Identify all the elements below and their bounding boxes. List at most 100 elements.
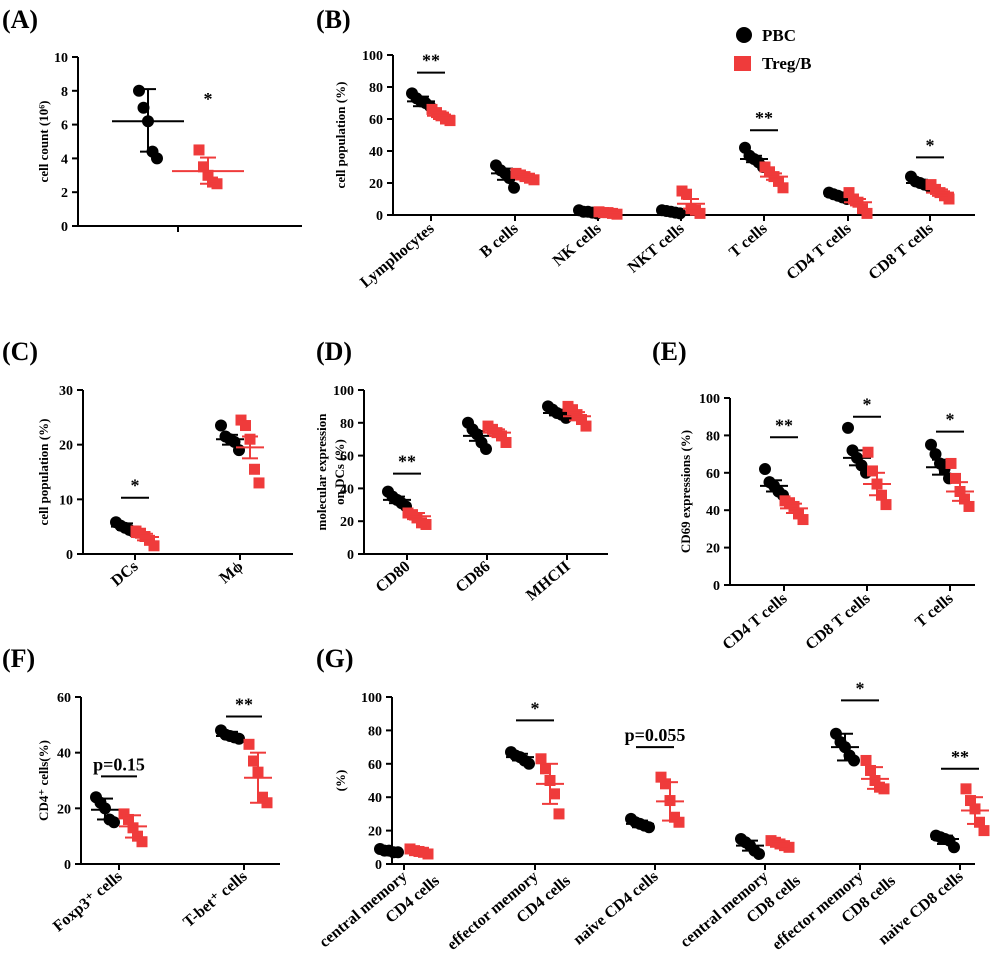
panel-b-label: (B) (316, 5, 351, 34)
category-label-line: CD80 (373, 558, 414, 596)
category-label: DCs (108, 558, 141, 590)
significance-label: * (863, 395, 872, 415)
y-axis-label-line: (%) (333, 770, 348, 792)
group-treg (130, 525, 160, 552)
group-treg (676, 185, 706, 219)
panel-e: (E) 0 20 40 60 80 100 CD69 expressions (%) CD4 T… (652, 337, 975, 654)
panel-b: (B) 0 20 40 60 80 100 cell population (%) Lympho… (316, 5, 975, 291)
y-axis-label-line: CD69 expressions (%) (678, 430, 693, 553)
panel-e-label: (E) (652, 337, 687, 366)
category-label-line: NKT cells (625, 220, 688, 277)
group-treg (960, 783, 990, 837)
data-point-treg (253, 477, 265, 489)
y-tick-label: 0 (64, 858, 71, 873)
y-tick-label: 60 (57, 691, 71, 706)
y-tick-label: 6 (61, 119, 68, 134)
group-treg (779, 495, 809, 526)
category-label-line: CD4 T cells (783, 220, 854, 284)
panel-d-label: (D) (316, 337, 352, 366)
y-tick-label: 20 (368, 825, 382, 840)
data-point-treg (865, 764, 876, 776)
category-label-line: NK cells (550, 220, 605, 270)
data-point-treg (777, 182, 789, 194)
y-tick-label: 8 (61, 85, 68, 100)
data-point-treg (773, 175, 784, 187)
category-label: CD4 T cells (783, 220, 854, 284)
y-tick-label: 80 (706, 429, 720, 444)
panel-g-label: (G) (316, 644, 354, 673)
data-point-treg (540, 763, 551, 775)
y-axis-label-line: on DCs (%) (332, 439, 347, 505)
y-axis-label: CD69 expressions (%) (678, 430, 693, 553)
y-tick-label: 10 (54, 51, 68, 66)
panel-c: (C) 0 10 20 30 cell population (%) DCs Mϕ * (2, 337, 293, 590)
y-tick-label: 60 (368, 758, 382, 773)
data-point-pbc (108, 816, 120, 829)
group-treg (535, 753, 565, 820)
y-tick-label: 80 (369, 81, 383, 96)
y-axis-label-line: cell population (%) (36, 419, 51, 526)
data-point-treg (655, 771, 667, 783)
y-tick-label: 0 (375, 858, 382, 873)
group-treg (404, 843, 434, 860)
group-pbc (90, 791, 120, 829)
data-point-treg (249, 463, 260, 475)
group-pbc (215, 419, 245, 457)
significance-label: * (204, 89, 213, 109)
panel-d: (D) 0 20 40 60 80 100 molecular expression on DC… (314, 337, 608, 604)
category-label: B cells (477, 220, 522, 261)
y-tick-label: 100 (699, 392, 720, 407)
group-treg (765, 835, 795, 853)
data-point-treg (240, 420, 251, 432)
y-tick-label: 20 (340, 515, 354, 530)
data-point-treg (843, 187, 855, 199)
group-treg (402, 507, 432, 530)
panel-f: (F) 0 20 40 60 CD4⁺ cells(%) Foxp3⁺ cells T-bet… (2, 644, 280, 935)
y-tick-label: 2 (61, 186, 68, 201)
y-tick-label: 4 (61, 152, 68, 167)
significance-label: ** (775, 415, 793, 435)
significance-label: ** (398, 452, 416, 472)
data-point-treg (861, 207, 873, 219)
data-point-treg (118, 808, 130, 820)
data-point-treg (123, 813, 134, 825)
data-point-treg (611, 208, 623, 220)
data-point-pbc (842, 421, 854, 434)
data-point-pbc (759, 463, 771, 476)
data-point-pbc (848, 754, 860, 767)
legend-pbc-marker (736, 27, 752, 43)
group-treg (593, 206, 623, 220)
y-tick-label: 40 (368, 791, 382, 806)
group-treg (945, 457, 975, 512)
y-tick-label: 0 (347, 548, 354, 563)
y-tick-label: 20 (706, 542, 720, 557)
data-point-treg (211, 178, 223, 190)
group-pbc (930, 829, 960, 854)
y-axis-label: cell count (10⁶) (36, 101, 51, 183)
group-treg (655, 771, 685, 828)
group-treg (843, 187, 873, 219)
panel-f-label: (F) (2, 644, 35, 673)
category-label-line: T cells (726, 220, 770, 261)
data-point-treg (797, 514, 809, 526)
legend-treg-marker (734, 56, 751, 71)
data-point-treg (681, 188, 692, 200)
category-label-line: MHCII (523, 558, 573, 604)
group-pbc (656, 204, 686, 220)
significance-label: ** (235, 694, 253, 714)
significance-label: p=0.055 (625, 725, 686, 745)
group-treg (482, 420, 512, 448)
data-point-treg (198, 161, 209, 173)
category-label: CD86 (453, 558, 494, 596)
y-tick-label: 20 (57, 802, 71, 817)
data-point-treg (960, 783, 972, 795)
legend-treg-label: Treg/B (762, 54, 811, 73)
data-point-treg (950, 472, 961, 484)
y-tick-label: 40 (340, 482, 354, 497)
significance-label: * (926, 135, 935, 155)
y-tick-label: 30 (59, 384, 73, 399)
data-point-treg (580, 420, 592, 432)
panel-c-label: (C) (2, 337, 38, 366)
data-point-treg (248, 755, 259, 767)
